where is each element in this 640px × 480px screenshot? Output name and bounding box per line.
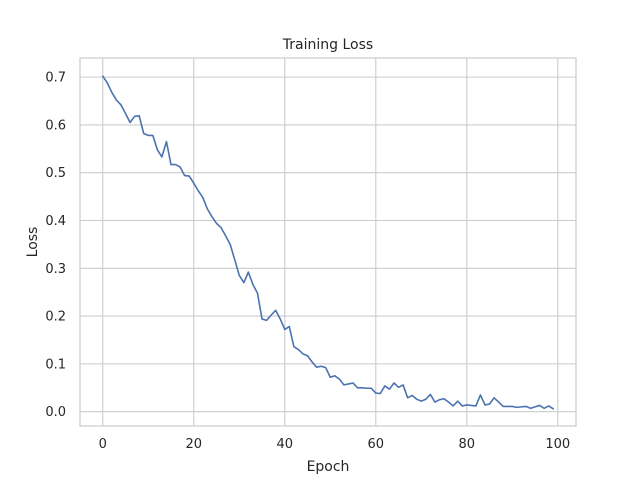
chart-title: Training Loss: [282, 37, 373, 53]
y-tick-labels: 0.0 0.1 0.2 0.3 0.4 0.5 0.6 0.7: [45, 71, 66, 421]
grid: [80, 58, 576, 426]
y-tick-label: 0.1: [45, 357, 66, 372]
x-tick-label: 80: [459, 437, 476, 452]
y-tick-label: 0.5: [45, 166, 66, 181]
loss-series-line: [101, 75, 555, 410]
y-tick-label: 0.3: [45, 262, 66, 277]
x-tick-label: 20: [185, 437, 202, 452]
plot-frame: [79, 57, 577, 427]
x-axis-label: Epoch: [307, 459, 350, 475]
x-tick-label: 60: [368, 437, 385, 452]
y-tick-label: 0.0: [45, 405, 66, 420]
x-tick-label: 40: [276, 437, 293, 452]
y-axis-label: Loss: [25, 227, 41, 258]
x-tick-label: 100: [545, 437, 570, 452]
y-tick-label: 0.4: [45, 214, 66, 229]
x-tick-labels: 0 20 40 60 80 100: [99, 437, 571, 452]
x-tick-label: 0: [99, 437, 107, 452]
y-tick-label: 0.7: [45, 71, 66, 86]
y-tick-label: 0.6: [45, 118, 66, 133]
y-tick-label: 0.2: [45, 310, 66, 325]
